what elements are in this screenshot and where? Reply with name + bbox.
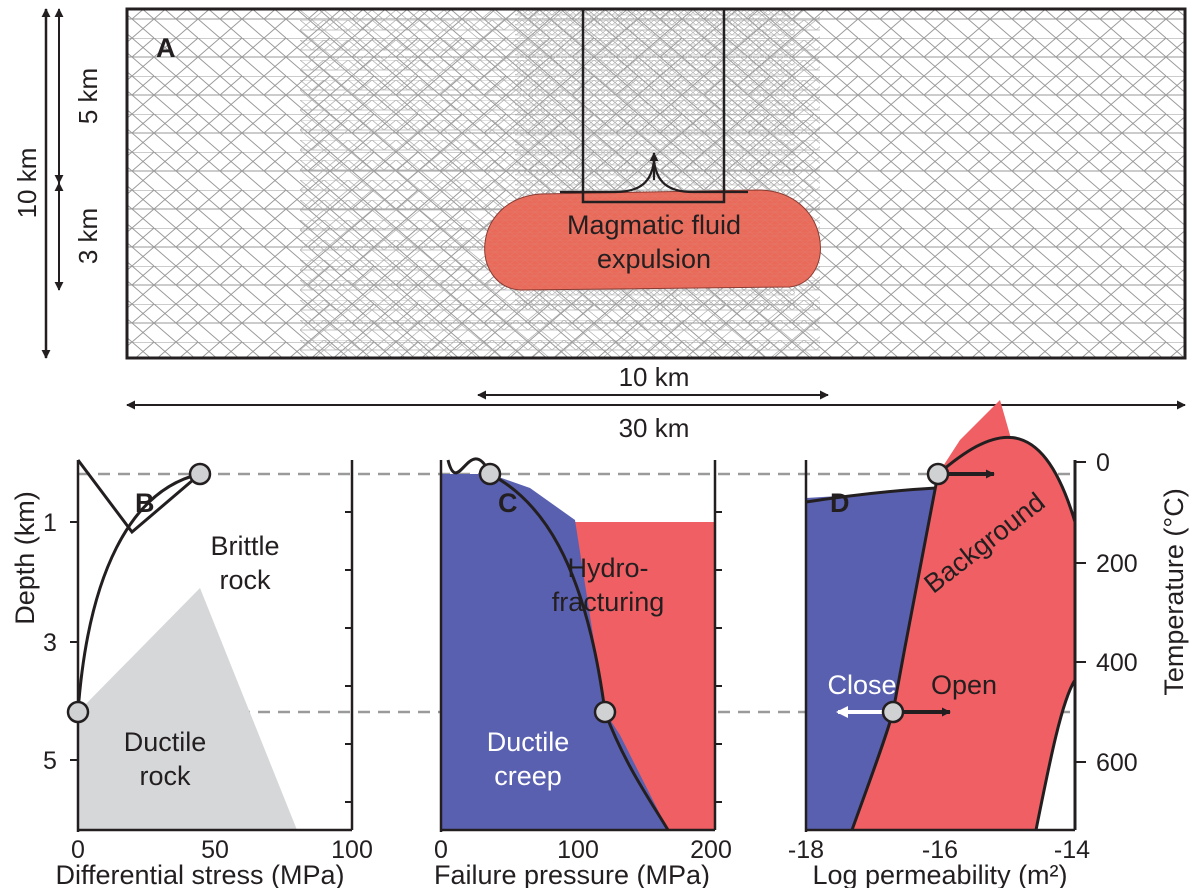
panel-b-right-ticks	[345, 511, 352, 803]
panel-d-xlabel: Log permeability (m²)	[812, 860, 1067, 888]
ductile-strength-curve	[76, 472, 201, 713]
ductile-label-line2: rock	[139, 761, 191, 791]
creep-label-line2: creep	[494, 761, 562, 791]
panel-d: D Background Close Open -18 -16 -14 Log …	[788, 400, 1189, 888]
panel-d-ytick-2: 400	[1096, 649, 1138, 677]
failure-pressure-curve	[446, 457, 670, 831]
background-marker	[926, 462, 950, 486]
panel-a: A Magmatic fluid expulsion 10 km 30 km 1…	[12, 7, 1187, 443]
close-threshold-curve	[805, 486, 937, 504]
panel-d-xtick-2: -14	[1054, 836, 1090, 864]
open-close-marker	[881, 700, 905, 724]
panel-b-left-ticks	[70, 521, 78, 761]
brittle-label-line2: rock	[219, 565, 271, 595]
ductile-label-line1: Ductile	[124, 727, 207, 757]
brittle-label-line1: Brittle	[210, 531, 279, 561]
closed-region-fill	[806, 488, 936, 830]
panel-c-right-ticks	[715, 511, 722, 803]
close-label: Close	[827, 670, 896, 700]
panel-b-letter: B	[135, 488, 155, 518]
panel-b-xtick-0: 0	[71, 836, 85, 864]
scale-10km-vertical-label: 10 km	[12, 148, 42, 219]
panel-d-ytick-0: 0	[1096, 449, 1110, 477]
panel-b-ylabel: Depth (km)	[10, 491, 40, 625]
upper-limit-curve	[1034, 679, 1077, 831]
background-permeability-curve	[937, 435, 1077, 523]
panel-b-xlabel: Differential stress (MPa)	[55, 860, 344, 888]
panel-d-xtick-0: -18	[788, 836, 824, 864]
panel-c-xtick-1: 100	[557, 836, 599, 864]
scale-10km-horizontal-label: 10 km	[619, 362, 690, 392]
magma-label-line2: expulsion	[597, 244, 711, 274]
scale-5km-label: 5 km	[73, 68, 103, 124]
panel-d-letter: D	[830, 488, 850, 518]
panel-d-ytick-1: 200	[1096, 550, 1138, 578]
scale-3km-label: 3 km	[73, 208, 103, 264]
hydrofracturing-label-line1: Hydro-	[567, 553, 648, 583]
panel-c-xtick-0: 0	[434, 836, 448, 864]
open-region-fill	[852, 437, 1075, 830]
panel-d-right-ticks	[1075, 461, 1086, 763]
panel-b-ytick-0: 1	[43, 509, 57, 537]
panel-b-xtick-2: 100	[331, 836, 373, 864]
ductile-creep-region	[441, 474, 668, 830]
ductile-rock-region	[78, 588, 297, 830]
magma-label-line1: Magmatic fluid	[567, 210, 741, 240]
panel-d-ytick-3: 600	[1096, 749, 1138, 777]
ductile-base-marker	[66, 700, 90, 724]
panel-b-ytick-1: 3	[43, 629, 57, 657]
panel-b: B Brittle rock Ductile rock 0 50 100 1 3…	[10, 459, 373, 888]
panel-d-ylabel-right: Temperature (°C)	[1159, 488, 1189, 695]
creep-threshold-marker	[593, 700, 617, 724]
panel-b-ytick-2: 5	[43, 747, 57, 775]
brittle-ductile-transition-marker	[188, 462, 212, 486]
scale-30km-label: 30 km	[619, 413, 690, 443]
hydrofracturing-label-line2: fracturing	[552, 587, 665, 617]
open-threshold-curve	[850, 473, 940, 831]
zoom-box	[581, 7, 726, 204]
panel-c-xtick-2: 200	[690, 836, 732, 864]
open-label: Open	[931, 670, 997, 700]
panel-a-letter: A	[156, 33, 176, 63]
panel-c: C Hydro- fracturing Ductile creep 0 100 …	[434, 457, 732, 888]
panel-c-xlabel: Failure pressure (MPa)	[434, 860, 710, 888]
panel-b-xtick-1: 50	[201, 836, 229, 864]
hydrofracturing-onset-marker	[478, 462, 502, 486]
panel-d-xtick-1: -16	[922, 836, 958, 864]
brittle-strength-curve	[76, 459, 201, 535]
panel-c-letter: C	[498, 488, 518, 518]
creep-label-line1: Ductile	[487, 727, 570, 757]
left-arrow-head	[836, 706, 848, 718]
